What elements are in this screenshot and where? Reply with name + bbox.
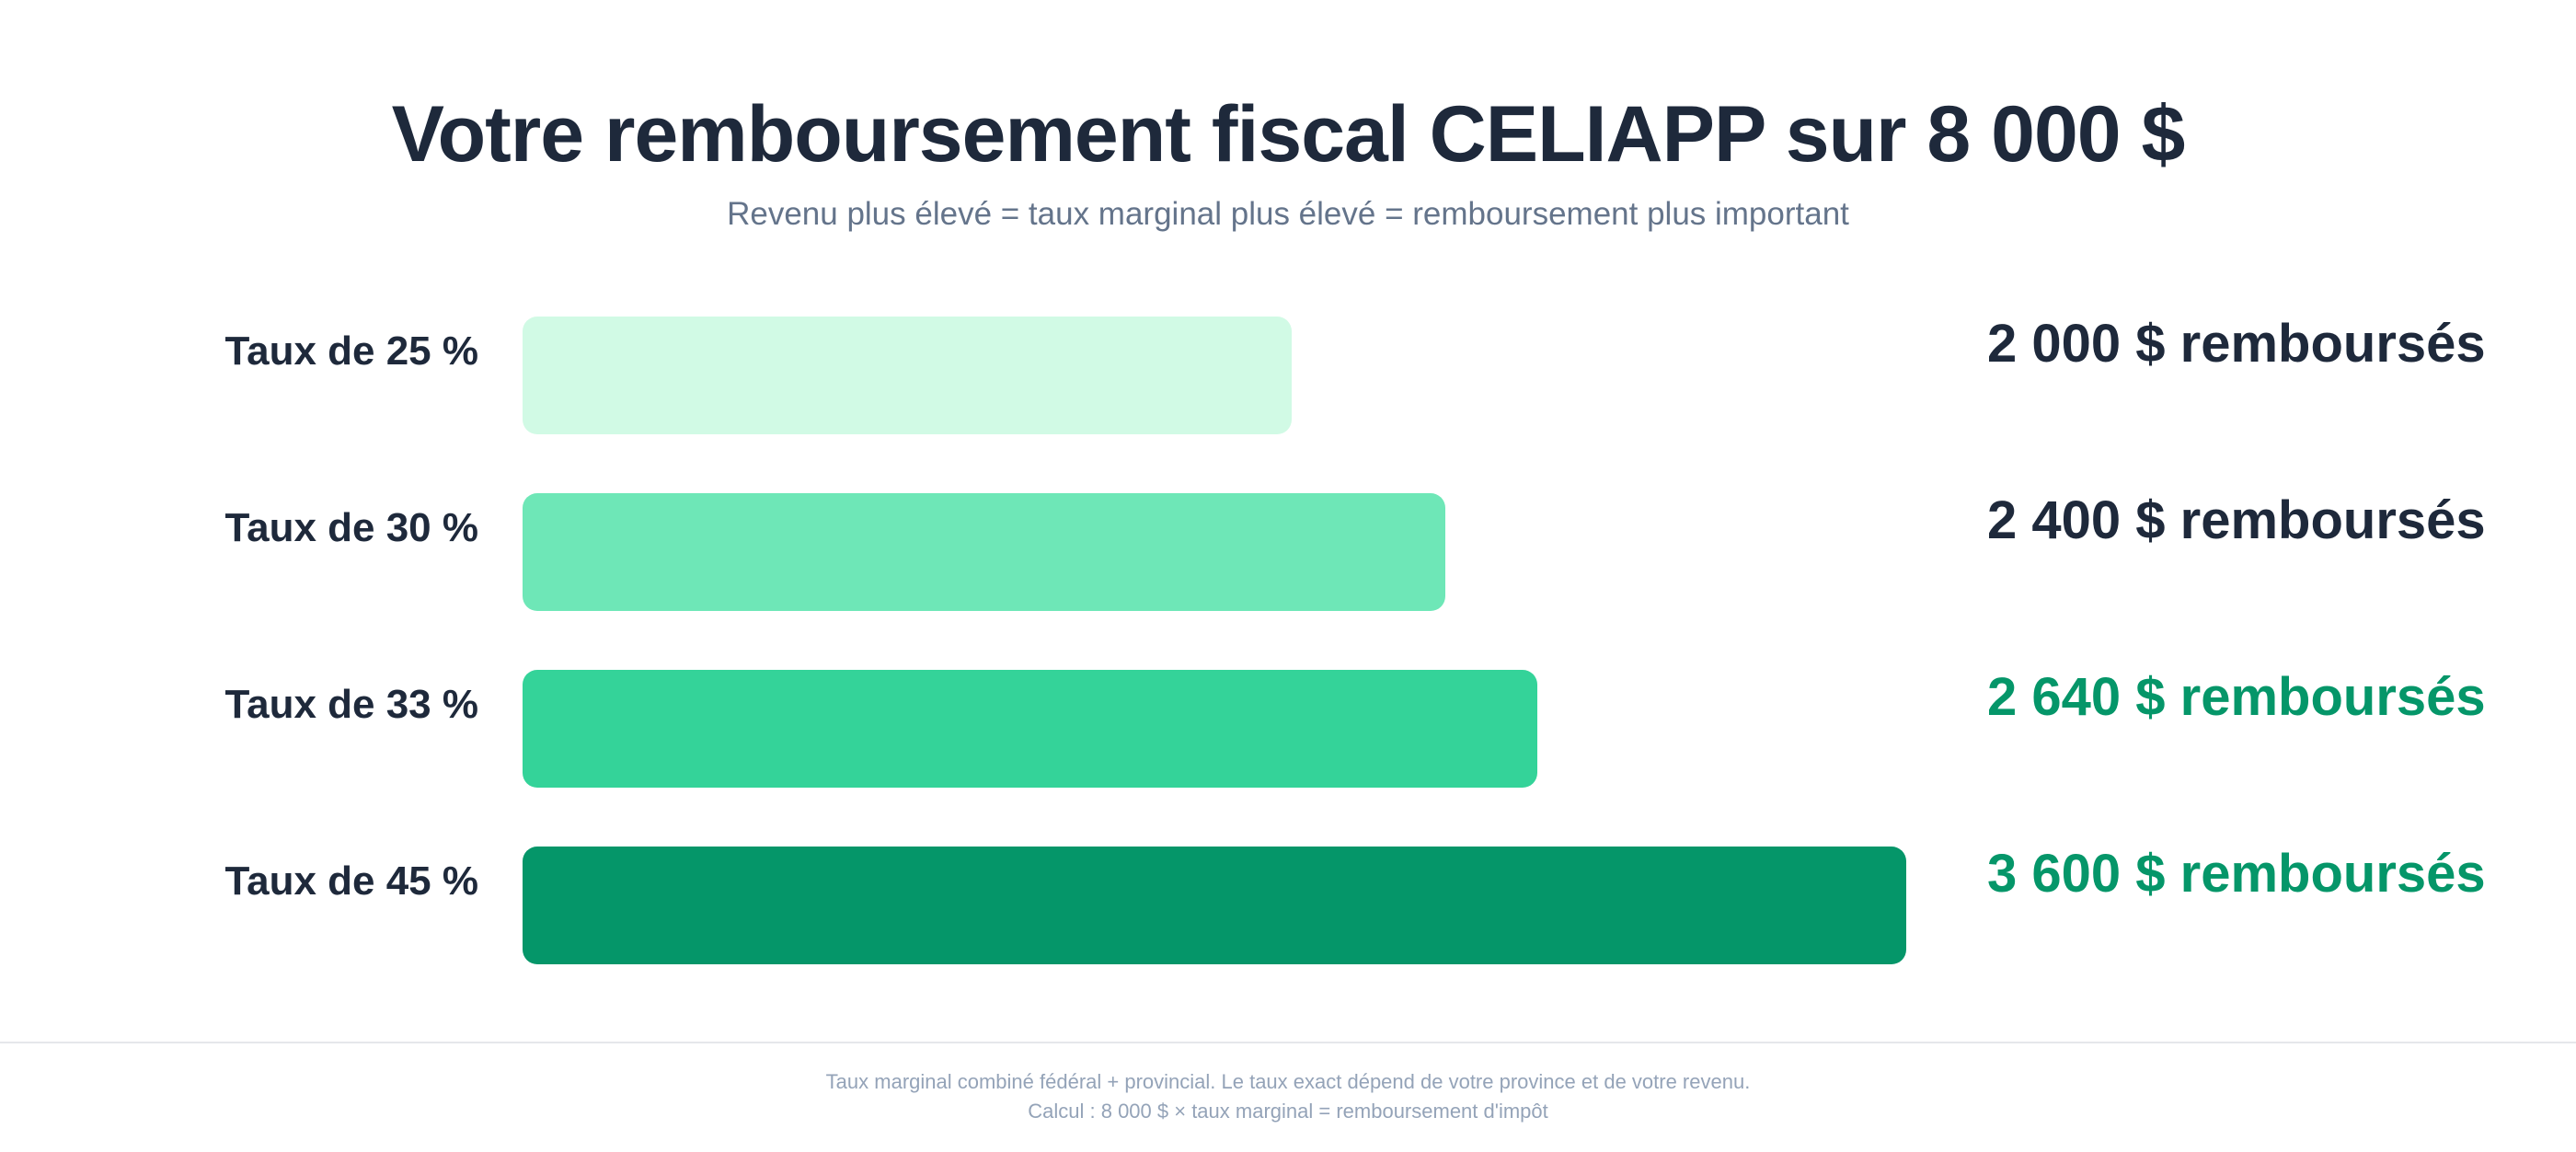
category-label: Taux de 45 % — [224, 858, 478, 904]
category-label: Taux de 33 % — [224, 682, 478, 727]
footnote-line-2: Calcul : 8 000 $ × taux marginal = rembo… — [1028, 1100, 1548, 1123]
bar — [523, 317, 1292, 434]
value-label: 2 640 $ remboursés — [1987, 667, 2486, 727]
category-label: Taux de 30 % — [224, 505, 478, 550]
chart-title: Votre remboursement fiscal CELIAPP sur 8… — [391, 90, 2186, 179]
category-label: Taux de 25 % — [224, 328, 478, 374]
footer-divider — [0, 1042, 2576, 1043]
value-label: 3 600 $ remboursés — [1987, 844, 2486, 904]
value-label: 2 000 $ remboursés — [1987, 314, 2486, 374]
footnote-line-1: Taux marginal combiné fédéral + provinci… — [825, 1070, 1751, 1093]
bar — [523, 493, 1445, 611]
bar — [523, 670, 1537, 788]
bar — [523, 847, 1906, 964]
chart-subtitle: Revenu plus élevé = taux marginal plus é… — [727, 196, 1849, 232]
value-label: 2 400 $ remboursés — [1987, 490, 2486, 550]
